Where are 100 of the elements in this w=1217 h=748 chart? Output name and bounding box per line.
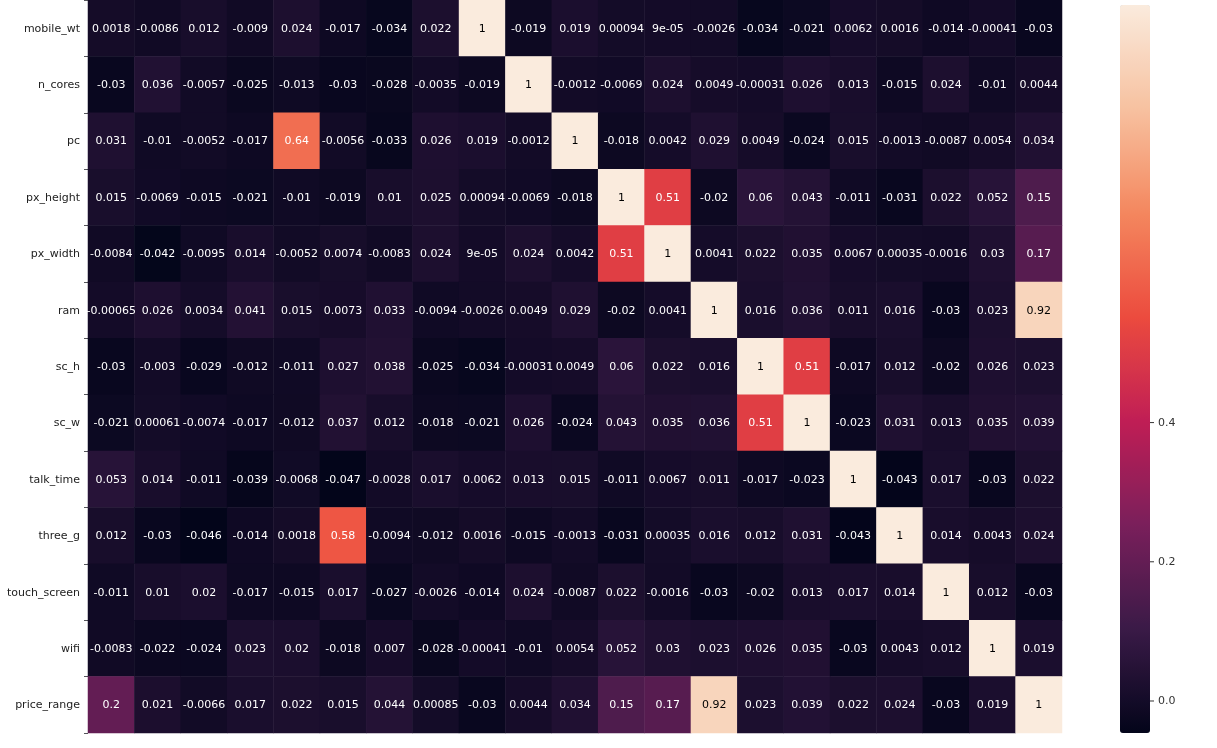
data-label: 0.015 [95,190,127,204]
data-label: -0.009 [232,21,269,35]
data-label: -0.0016 [646,585,689,599]
data-label: 0.023 [976,303,1009,317]
data-label: -0.03 [1024,585,1054,599]
data-label: -0.018 [418,416,454,430]
color-bar-label: 0.0 [1158,694,1176,708]
data-label: -0.03 [96,78,126,92]
data-label: -0.012 [418,529,454,543]
data-label: -0.017 [325,21,361,35]
data-label: 0.041 [234,303,267,317]
data-label: 0.51 [655,190,681,204]
data-label: 0.022 [930,190,962,204]
data-label: 1 [710,303,718,317]
data-label: 0.031 [95,134,127,148]
data-label: 0.17 [655,698,681,712]
data-label: -0.0069 [136,190,179,204]
data-label: -0.019 [464,78,500,92]
data-label: 0.0049 [694,78,734,92]
data-label: -0.024 [557,416,593,430]
data-label: -0.02 [746,585,775,599]
data-label: 0.0073 [323,303,363,317]
data-label: -0.027 [371,585,408,599]
data-label: -0.025 [418,360,454,373]
data-label: -0.015 [881,78,918,92]
data-label: 0.015 [837,134,870,148]
data-label: 0.017 [234,698,267,712]
data-label: -0.02 [607,303,636,317]
data-label: -0.03 [328,78,358,92]
data-label: -0.03 [931,303,961,317]
data-label: 0.024 [930,78,962,92]
data-label: -0.0052 [182,134,226,148]
data-label: 1 [942,585,950,599]
data-label: -0.015 [186,190,222,204]
color-bar-label: 0.4 [1158,416,1176,430]
data-label: -0.021 [789,21,825,35]
data-label: 0.007 [373,641,406,655]
data-label: 0.022 [280,698,313,712]
data-label: -0.039 [232,472,269,486]
data-label: -0.0013 [878,134,921,148]
data-label: 1 [896,529,904,543]
data-label: -0.0095 [182,247,226,261]
y-tick-label: wifi [61,641,80,655]
data-label: 0.013 [791,585,823,599]
data-label: 0.023 [698,641,730,655]
data-label: 0.51 [609,247,634,261]
data-label: 0.015 [327,698,359,712]
data-label: 1 [988,641,996,655]
data-label: -0.022 [139,641,176,655]
data-label: -0.017 [742,472,779,486]
data-label: -0.0026 [692,21,736,35]
data-label: 0.00094 [459,190,505,204]
data-label: 0.03 [980,247,1005,261]
data-label: 0.043 [605,416,638,430]
data-label: -0.011 [186,472,222,486]
data-label: 0.017 [420,472,452,486]
data-label: -0.034 [371,21,408,35]
data-label: -0.03 [468,698,497,712]
data-label: 0.043 [791,190,823,204]
data-label: 1 [525,78,533,92]
data-label: 0.0054 [973,134,1012,148]
data-label: 0.024 [512,585,545,599]
data-label: -0.0028 [368,472,411,486]
y-tick-label: sc_h [55,360,81,373]
data-label: 1 [1035,698,1043,712]
data-label: -0.019 [325,190,361,204]
data-label: 0.0049 [509,303,548,317]
data-label: 0.016 [698,360,730,373]
data-label: -0.0068 [275,472,318,486]
data-label: 0.024 [512,247,545,261]
data-label: 0.023 [234,641,267,655]
data-label: -0.01 [282,190,311,204]
data-label: 0.0054 [555,641,595,655]
data-label: -0.018 [603,134,640,148]
data-label: -0.0087 [924,134,968,148]
data-label: 0.017 [930,472,962,486]
y-tick-label: price_range [15,698,81,712]
data-label: -0.0083 [89,641,133,655]
data-label: 0.035 [791,247,823,261]
data-label: -0.0084 [89,247,133,261]
data-label: 0.029 [559,303,591,317]
data-label: 0.052 [605,641,638,655]
data-label: 0.00094 [598,21,645,35]
data-label: 0.0018 [91,21,131,35]
data-label: 0.17 [1026,247,1052,261]
data-label: 0.022 [744,247,777,261]
data-label: 0.03 [655,641,681,655]
y-tick-label: talk_time [29,472,81,486]
data-label: 0.026 [744,641,777,655]
data-label: 0.0067 [648,472,688,486]
data-label: 0.024 [883,698,916,712]
data-label: 0.0042 [555,247,595,261]
data-label: 0.021 [141,698,174,712]
data-label: 0.0034 [184,303,224,317]
data-label: 0.044 [373,698,406,712]
data-label: 0.51 [794,360,820,373]
data-label: 0.038 [373,360,406,373]
data-label: 0.15 [609,698,634,712]
data-label: -0.034 [464,360,500,373]
y-tick-label: px_width [30,247,81,261]
